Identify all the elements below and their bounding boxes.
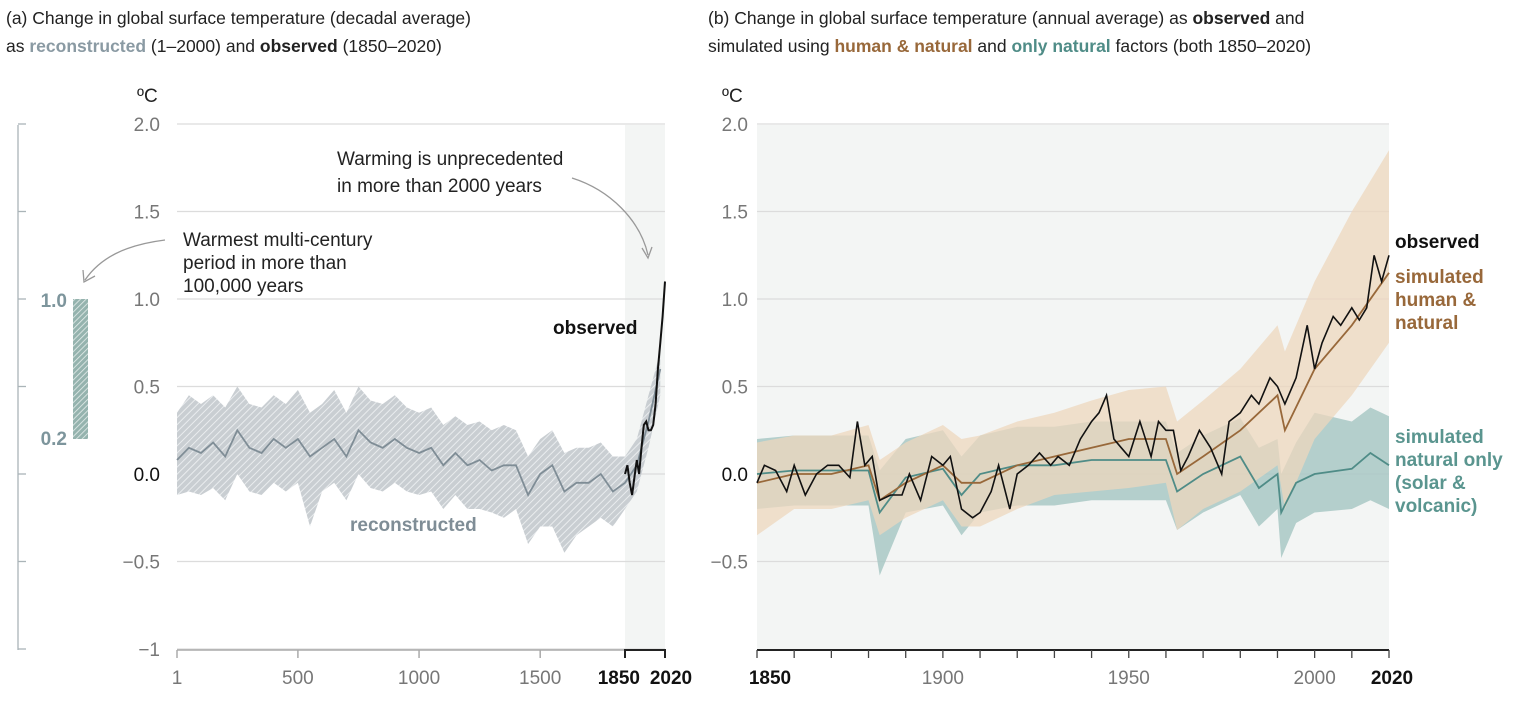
label-natural-2: natural only — [1395, 450, 1503, 471]
y-tick-label-b: 1.0 — [722, 290, 748, 311]
x-tick-label-b: 1950 — [1108, 668, 1150, 689]
label-human-1: simulated — [1395, 267, 1484, 288]
observed-line-b — [756, 255, 1390, 519]
y-tick-label-a: −1 — [138, 640, 160, 661]
x-tick-label-b: 2020 — [1371, 668, 1413, 689]
title-b-natural: only natural — [1011, 36, 1111, 56]
title-a-text: (1–2000) and — [146, 36, 260, 56]
title-b-text: (b) Change in global surface temperature… — [708, 8, 1193, 28]
reconstructed-line — [176, 368, 662, 498]
title-b-text: simulated using — [708, 36, 835, 56]
title-b-text: and — [1270, 8, 1305, 28]
y-tick-label-b: 2.0 — [722, 115, 748, 136]
x-tick-label-a: 500 — [282, 668, 314, 689]
y-tick-label-a: 1.5 — [134, 203, 160, 224]
title-b-text: and — [972, 36, 1012, 56]
y-tick-label-a: 0.5 — [134, 378, 160, 399]
x-tick-label-b: 1900 — [922, 668, 964, 689]
x-tick-label-a: 1500 — [519, 668, 561, 689]
arrowhead-icon — [82, 269, 96, 284]
side-range-label-high: 1.0 — [41, 291, 67, 312]
label-observed-b: observed — [1395, 232, 1479, 253]
y-tick-label-a: −0.5 — [122, 553, 160, 574]
y-tick-label-b: −0.5 — [710, 553, 748, 574]
observed-line-a — [624, 281, 666, 496]
x-tick-label-a: 1 — [172, 668, 183, 689]
annotation-unprecedented-1: Warming is unprecedented — [337, 149, 563, 170]
title-a-reconstructed: reconstructed — [29, 36, 147, 56]
annotation-warmest-3: 100,000 years — [183, 276, 303, 297]
y-unit-label-a: ºC — [137, 86, 158, 107]
y-tick-label-b: 0.0 — [722, 465, 748, 486]
side-range-bar — [73, 299, 88, 439]
x-tick-label-b: 1850 — [749, 668, 791, 689]
side-range-label-low: 0.2 — [41, 429, 67, 450]
title-a-text: as — [6, 36, 30, 56]
simulated-natural-line — [756, 451, 1390, 516]
label-human-2: human & — [1395, 290, 1477, 311]
y-tick-label-b: 1.5 — [722, 203, 748, 224]
human-natural-uncertainty-band — [757, 150, 1389, 536]
x-tick-label-a: 2020 — [650, 668, 692, 689]
y-tick-label-a: 0.0 — [134, 465, 160, 486]
label-natural-3: (solar & — [1395, 473, 1466, 494]
y-unit-label-b: ºC — [722, 86, 743, 107]
panel-a-title: (a) Change in global surface temperature… — [6, 4, 471, 60]
annotation-warmest-2: period in more than — [183, 253, 347, 274]
label-reconstructed: reconstructed — [350, 515, 477, 536]
x-tick-label-a: 1850 — [598, 668, 640, 689]
annotation-warmest-1: Warmest multi-century — [183, 230, 373, 251]
title-b-observed: observed — [1192, 8, 1271, 28]
x-axis-a-recent-bracket — [624, 649, 666, 658]
y-tick-label-a: 2.0 — [134, 115, 160, 136]
label-natural-1: simulated — [1395, 427, 1484, 448]
label-human-3: natural — [1395, 313, 1458, 334]
title-a-text: (1850–2020) — [337, 36, 442, 56]
y-tick-label-a: 1.0 — [134, 290, 160, 311]
title-a-line1: (a) Change in global surface temperature… — [6, 8, 471, 28]
panel-b-title: (b) Change in global surface temperature… — [708, 4, 1311, 60]
label-natural-4: volcanic) — [1395, 496, 1477, 517]
annotation-arrow-warmest — [84, 239, 166, 281]
x-tick-label-b: 2000 — [1294, 668, 1336, 689]
title-b-human: human & natural — [834, 36, 973, 56]
x-tick-label-a: 1000 — [398, 668, 440, 689]
arrowhead-icon — [641, 246, 653, 260]
title-b-text: factors (both 1850–2020) — [1110, 36, 1312, 56]
y-tick-label-b: 0.5 — [722, 378, 748, 399]
title-a-observed: observed — [259, 36, 338, 56]
annotation-unprecedented-2: in more than 2000 years — [337, 176, 542, 197]
annotation-arrow-unprecedented — [571, 177, 649, 256]
simulated-human-natural-line — [756, 272, 1390, 502]
label-observed-a: observed — [553, 318, 637, 339]
